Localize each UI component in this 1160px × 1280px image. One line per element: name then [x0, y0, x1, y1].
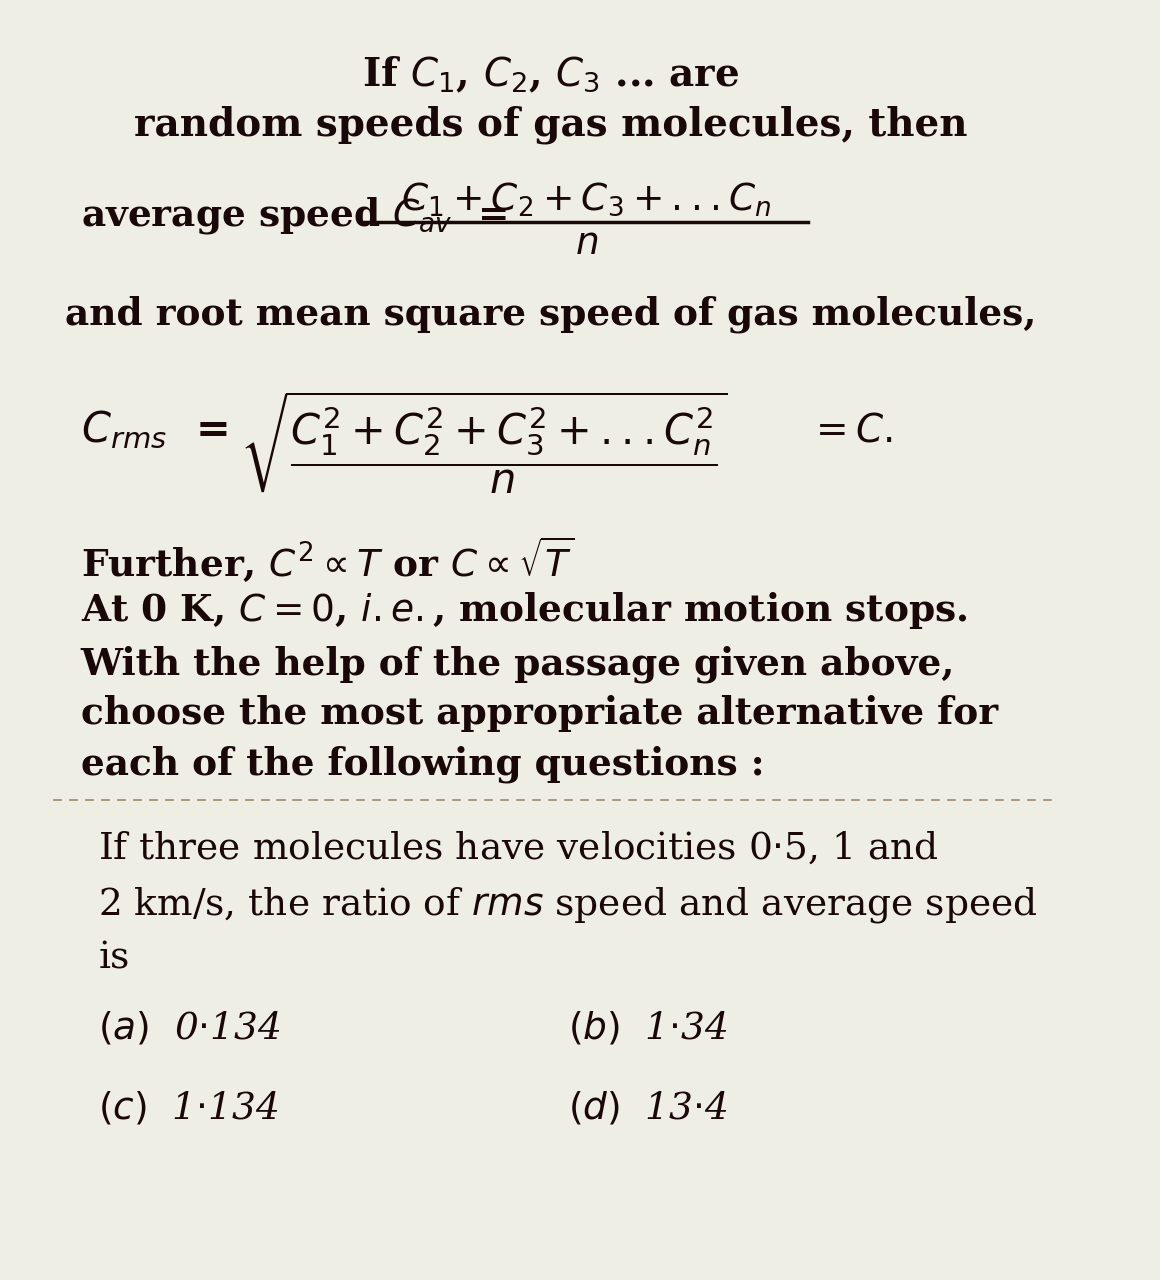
Text: At 0 K, $C = 0$, $i.e.$, molecular motion stops.: At 0 K, $C = 0$, $i.e.$, molecular motio…	[80, 590, 967, 631]
Text: Further, $C^2 \propto T$ or $C \propto \sqrt{T}$: Further, $C^2 \propto T$ or $C \propto \…	[80, 535, 574, 584]
Text: $(d)$  13$\cdot$4: $(d)$ 13$\cdot$4	[568, 1091, 728, 1126]
Text: $(a)$  0$\cdot$134: $(a)$ 0$\cdot$134	[99, 1010, 281, 1047]
Text: $(b)$  1$\cdot$34: $(b)$ 1$\cdot$34	[568, 1010, 728, 1047]
Text: is: is	[99, 940, 130, 977]
Text: each of the following questions :: each of the following questions :	[80, 745, 764, 782]
Text: choose the most appropriate alternative for: choose the most appropriate alternative …	[80, 695, 998, 732]
Text: average speed $C_{av}$  =: average speed $C_{av}$ =	[80, 195, 507, 236]
Text: If $C_1$, $C_2$, $C_3$ ... are: If $C_1$, $C_2$, $C_3$ ... are	[362, 55, 739, 95]
Text: $(c)$  1$\cdot$134: $(c)$ 1$\cdot$134	[99, 1091, 278, 1126]
Text: and root mean square speed of gas molecules,: and root mean square speed of gas molecu…	[65, 294, 1036, 333]
Text: $C_1 + C_2 + C_3 + ...C_n$: $C_1 + C_2 + C_3 + ...C_n$	[401, 180, 771, 218]
Text: 2 km/s, the ratio of $\mathit{rms}$ speed and average speed: 2 km/s, the ratio of $\mathit{rms}$ spee…	[99, 884, 1038, 925]
Text: $C_{rms}$: $C_{rms}$	[80, 408, 167, 451]
Text: If three molecules have velocities 0$\cdot$5, 1 and: If three molecules have velocities 0$\cd…	[99, 829, 940, 867]
Text: random speeds of gas molecules, then: random speeds of gas molecules, then	[135, 105, 967, 143]
Text: =: =	[196, 410, 231, 451]
Text: $\sqrt{\dfrac{C_1^2 + C_2^2 + C_3^2 + ...C_n^2}{n}}$: $\sqrt{\dfrac{C_1^2 + C_2^2 + C_3^2 + ..…	[240, 390, 728, 497]
Text: With the help of the passage given above,: With the help of the passage given above…	[80, 645, 955, 682]
Text: $n$: $n$	[574, 225, 597, 262]
Text: $= C.$: $= C.$	[809, 411, 893, 449]
